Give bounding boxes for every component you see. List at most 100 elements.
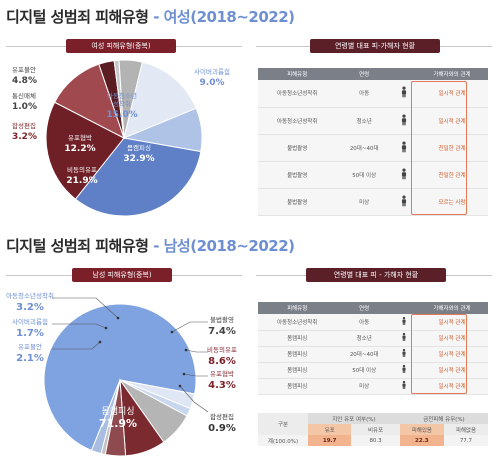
stats-sub-3: 피해없음 — [443, 424, 488, 435]
slice-label-value: 8.6% — [208, 356, 236, 367]
slice-label: 몸캠피싱 32.9% — [123, 143, 154, 164]
slice-label-name: 아동청소년성착취 — [6, 291, 54, 300]
person-icon — [401, 86, 407, 98]
leader-line — [185, 349, 208, 353]
leader-line — [52, 341, 101, 350]
pie-slice — [54, 63, 125, 140]
table-cell — [392, 134, 416, 162]
table-row: 몸캠피싱 청소년 일시적 관계 — [258, 330, 488, 347]
relation-cell: 일시적 관계 — [416, 80, 488, 108]
slice-label-name: 아동청소년 — [107, 91, 137, 100]
slice-label-value: 0.9% — [208, 423, 236, 434]
slice-label-value: 7.4% — [208, 326, 236, 337]
table-row: 아동청소년성착취 아동 일시적 관계 — [258, 314, 488, 331]
slice-label-name: 사이버괴롭힘 — [194, 67, 230, 76]
stats-group1: 지인 유포 여부(%) — [308, 413, 400, 424]
slice-label: 사이버괴롭힘 1.7% — [12, 317, 108, 339]
section-title-female: 디지털 성범죄 피해유형 - 여성(2018~2022) — [6, 6, 295, 27]
slice-label-name: 불법촬영 — [210, 315, 234, 324]
table-tag-male: 연령별 대표 피 - 가해자 현황 — [306, 268, 446, 282]
table-cell: 몸캠피싱 — [258, 330, 337, 347]
table-cell: 아동청소년성착취 — [258, 80, 337, 108]
stats-value-3: 77.7 — [443, 435, 488, 446]
slice-label: 불법촬영 7.4% — [170, 315, 236, 337]
person-icon — [401, 168, 407, 179]
table-row: 불법촬영 50대 이상 친밀한 관계 — [258, 161, 488, 189]
person-icon — [402, 380, 406, 389]
relation-cell: 친밀한 관계 — [416, 161, 488, 189]
slice-label: 합성편집 3.2% — [12, 121, 37, 142]
table-cell — [392, 107, 416, 135]
table-cell — [392, 161, 416, 189]
leader-line — [52, 323, 107, 329]
slice-label: 비동의유포 8.6% — [184, 345, 237, 367]
table-cell — [392, 188, 416, 216]
relation-table-male: 피해유형 연령 가해자와의 관계 아동청소년성착취 아동 일시적 관계 몸캠피싱 청소년 … — [258, 302, 488, 395]
slice-label-name: 합성편집 — [210, 412, 234, 421]
table-cell: 불법촬영 — [258, 161, 337, 189]
table-tag-female: 연령별 대표 피-가해자 현황 — [310, 39, 440, 53]
table-cell: 불법촬영 — [258, 188, 337, 216]
slice-label-value: 9.0% — [200, 78, 225, 88]
pie-slice — [123, 61, 197, 139]
relation-cell: 일시적 관계 — [416, 314, 488, 331]
table-row: 몸캠피싱 미상 일시적 관계 — [258, 378, 488, 395]
leader-dot — [178, 384, 182, 388]
table-header-cell — [392, 302, 416, 314]
table-header-cell: 피해유형 — [258, 302, 337, 314]
table-cell — [392, 378, 416, 395]
table-cell: 불법촬영 — [258, 134, 337, 162]
section-title-male: 디지털 성범죄 피해유형 - 남성(2018~2022) — [6, 235, 295, 256]
table-header-cell: 연령 — [336, 68, 392, 80]
slice-label-name: 몸캠피싱 — [101, 405, 134, 417]
slice-label-name: 통신매체 — [12, 91, 36, 100]
slice-label-name: 비동의유포 — [67, 165, 97, 174]
relation-cell: 일시적 관계 — [416, 107, 488, 135]
relation-cell: 모르는 사람 — [416, 188, 488, 216]
table-cell: 청소년 — [336, 330, 392, 347]
table-header-cell: 연령 — [336, 302, 392, 314]
table-cell: 아동청소년성착취 — [258, 107, 337, 135]
stats-value-1: 80.3 — [351, 435, 400, 446]
slice-label: 비동의유포 21.9% — [66, 165, 97, 186]
slice-label-name: 몸캠피싱 — [127, 143, 151, 152]
title-main: 디지털 성범죄 피해유형 — [6, 237, 149, 255]
table-row: 몸캠피싱 50대 이상 일시적 관계 — [258, 362, 488, 379]
slice-label: 사이버괴롭힘 9.0% — [194, 67, 230, 88]
leader-dot — [116, 316, 120, 320]
leader-line — [183, 373, 208, 377]
slice-label: 아동청소년성착취 3.2% — [6, 291, 120, 320]
leader-dot — [182, 372, 186, 376]
table-cell: 아동 — [336, 314, 392, 331]
table-header-cell: 피해유형 — [258, 68, 337, 80]
table-cell: 50대 이상 — [336, 362, 392, 379]
person-icon — [401, 114, 407, 125]
slice-label-value: 71.9% — [99, 417, 137, 430]
chart-tag-male: 남성 피해유형(중복) — [72, 268, 172, 282]
slice-label-value: 4.8% — [12, 76, 37, 86]
person-icon — [402, 332, 406, 341]
chart-tag-female: 여성 피해유형(중복) — [66, 39, 176, 53]
table-cell: 미상 — [336, 378, 392, 395]
stats-sub-1: 비유포 — [351, 424, 400, 435]
slice-label-value: 21.9% — [66, 176, 97, 186]
person-icon — [402, 364, 406, 373]
pie-chart-female: 유포불안 4.8% 통신매체 1.0% 합성편집 3.2% 유포협박 12.2% 비동의유포 21… — [12, 59, 230, 217]
stats-head-label: 구분 — [258, 413, 308, 435]
slice-label-value: 1.0% — [12, 102, 37, 112]
table-cell: 20대~40대 — [336, 346, 392, 363]
table-header-cell: 가해자와의 관계 — [416, 302, 488, 314]
slice-label-value: 3.2% — [12, 132, 37, 142]
table-cell — [392, 346, 416, 363]
leader-dot — [184, 348, 188, 352]
slice-label-name: 유포협박 — [210, 369, 234, 378]
person-icon — [401, 141, 407, 152]
slice-label: 통신매체 1.0% — [12, 91, 37, 112]
slice-label-name: 비동의유포 — [207, 345, 237, 354]
relation-cell: 일시적 관계 — [416, 362, 488, 379]
table-cell: 아동 — [336, 80, 392, 108]
relation-cell: 일시적 관계 — [416, 346, 488, 363]
title-main: 디지털 성범죄 피해유형 — [6, 8, 149, 26]
